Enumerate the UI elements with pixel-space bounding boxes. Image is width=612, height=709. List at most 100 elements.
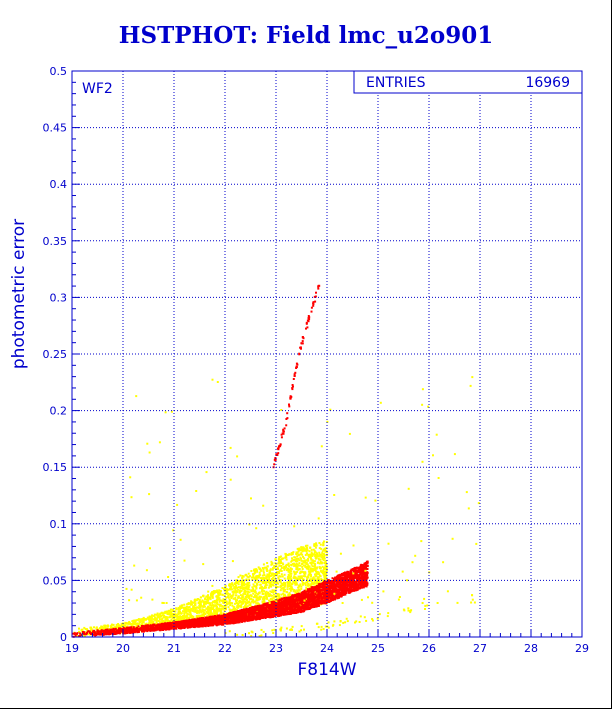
data-point [323,555,326,558]
data-point [257,598,260,601]
data-point [231,595,234,598]
data-point [214,600,217,603]
data-point [315,588,318,591]
data-point [247,590,249,593]
data-point [324,565,327,568]
data-point [283,581,285,584]
data-point [323,557,326,560]
data-point [254,569,257,572]
data-point [194,608,197,611]
data-point [202,615,205,617]
data-point [246,587,249,590]
data-point [283,568,286,571]
data-point [231,604,234,607]
data-point [288,592,291,595]
data-point [268,575,271,577]
data-point [211,591,213,594]
data-point [320,555,323,558]
data-point [311,582,313,585]
data-point [245,605,248,608]
data-point [301,583,304,586]
data-point [234,609,237,612]
data-point [237,595,240,598]
data-point [201,615,204,618]
data-point [255,587,258,590]
data-point [235,584,238,587]
data-point [310,558,313,561]
data-point [261,589,264,592]
data-point [178,608,181,611]
data-point [198,611,201,614]
data-point [278,580,281,583]
data-point [318,552,321,555]
data-point [318,581,321,584]
data-point [233,586,236,589]
data-point [209,594,212,596]
data-point [237,602,240,605]
data-point [234,588,237,591]
data-point [239,594,242,597]
data-point [325,551,328,554]
data-point [298,547,301,550]
data-point [209,614,212,617]
data-point [220,607,223,610]
data-point [283,566,286,568]
data-point [278,575,281,578]
data-point [200,611,203,614]
data-point [155,621,158,624]
data-point [264,591,267,594]
data-point [112,623,115,626]
data-point [172,613,175,615]
data-point [296,589,299,592]
data-point [323,602,326,605]
data-point [294,564,297,567]
data-point [177,617,180,620]
data-point [302,561,305,564]
data-point [199,608,201,611]
data-point [244,587,247,590]
data-point [293,575,296,578]
data-point [210,592,213,595]
data-point [212,604,215,607]
data-point [289,570,292,573]
data-point [127,622,130,625]
data-point [290,585,293,588]
data-point [88,630,91,633]
data-point [325,547,328,550]
data-point [311,568,314,570]
data-point [151,622,154,625]
data-point [249,594,252,597]
data-point [211,596,214,599]
data-point [93,626,95,629]
data-point [240,587,243,590]
data-point [192,601,195,604]
data-point [216,614,219,617]
data-point [209,602,212,605]
data-point [244,605,247,607]
data-point [309,573,311,575]
data-point [311,570,314,573]
data-point [107,625,110,628]
data-point [250,570,253,572]
data-point [304,564,307,567]
data-point [228,593,231,596]
data-point [262,570,265,573]
data-point [290,553,293,556]
data-point [156,616,159,619]
data-point [323,556,325,559]
data-point [162,616,165,619]
data-point [255,568,258,571]
data-point [195,616,198,619]
data-point [318,554,321,557]
data-point [235,579,238,582]
data-point [228,602,231,605]
data-point [294,583,297,586]
data-point [121,627,124,630]
data-point [267,580,270,582]
data-point [284,613,287,616]
data-point [176,616,179,618]
data-point [318,542,321,544]
data-point [205,598,208,601]
data-point [241,584,243,587]
data-point [304,571,307,574]
